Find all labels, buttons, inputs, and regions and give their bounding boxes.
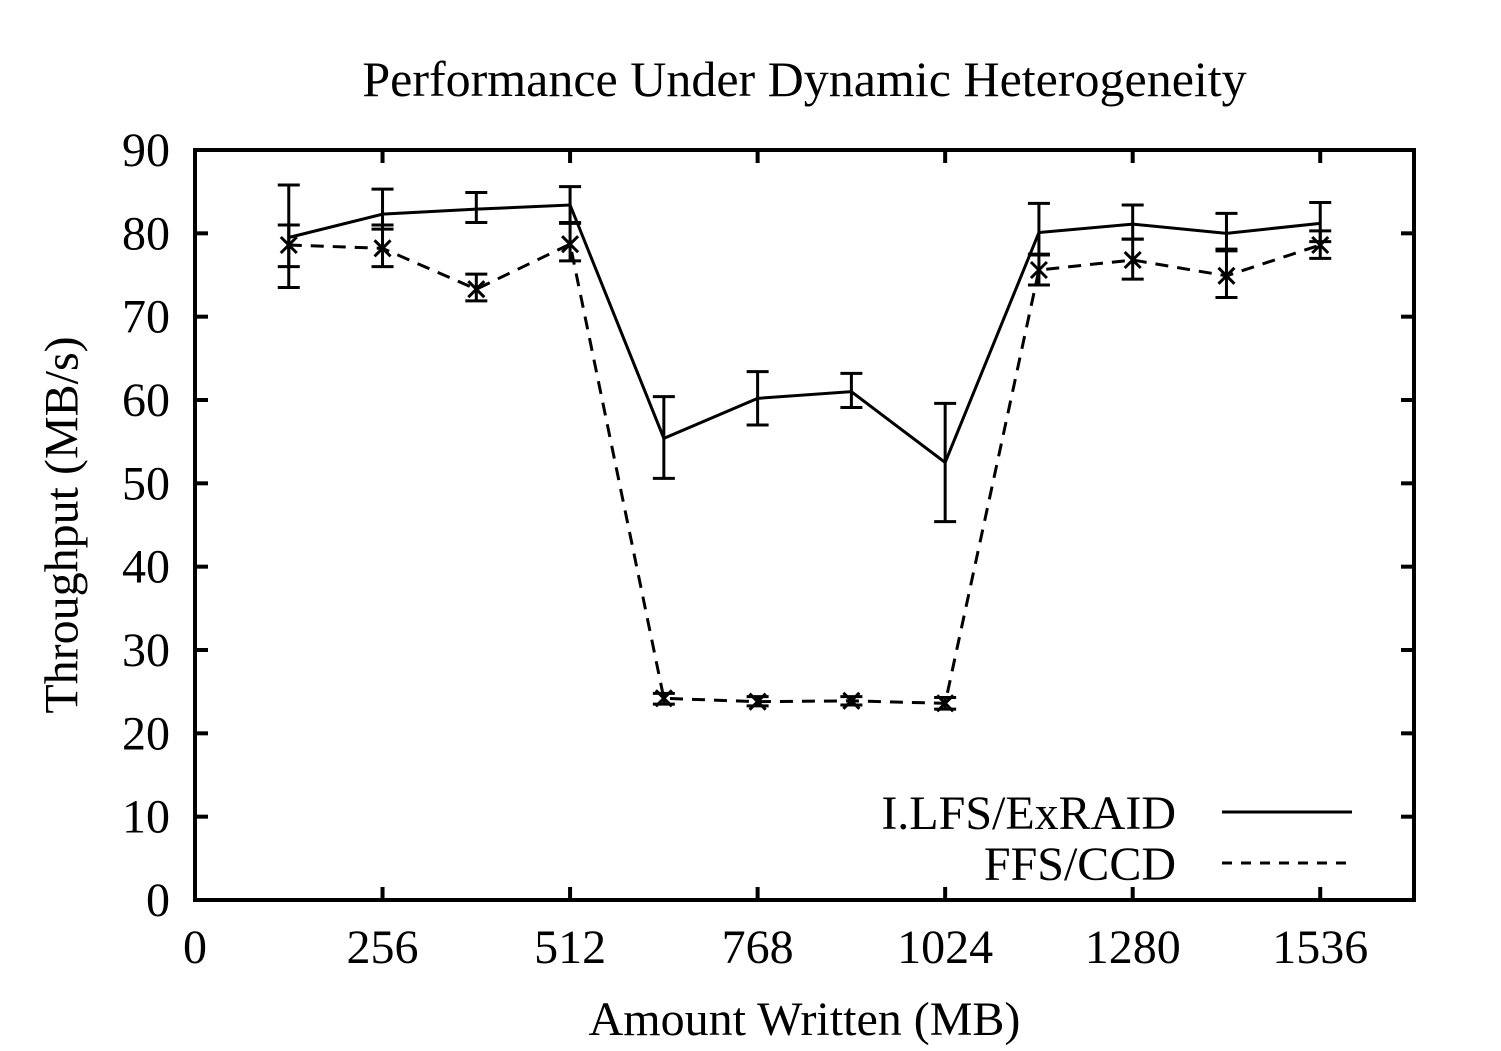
x-marker	[1123, 250, 1142, 270]
x-tick-label: 256	[347, 921, 419, 974]
y-tick-label: 50	[122, 457, 170, 510]
x-marker	[936, 694, 955, 713]
x-tick-label: 1536	[1272, 921, 1368, 974]
x-marker	[1029, 260, 1048, 280]
x-marker	[561, 235, 580, 254]
x-axis-label: Amount Written (MB)	[588, 993, 1021, 1046]
x-marker	[1217, 266, 1236, 285]
y-tick-label: 90	[122, 124, 170, 177]
y-tick-label: 60	[122, 374, 170, 427]
x-tick-label: 512	[534, 921, 606, 974]
x-tick-label: 768	[722, 921, 794, 974]
y-tick-label: 80	[122, 207, 170, 260]
y-tick-label: 0	[146, 874, 170, 927]
x-tick-label: 1280	[1085, 921, 1181, 974]
legend-label: FFS/CCD	[984, 838, 1176, 891]
chart-title: Performance Under Dynamic Heterogeneity	[362, 51, 1247, 107]
x-marker	[1311, 235, 1330, 255]
x-marker	[748, 692, 767, 711]
x-marker	[373, 239, 392, 258]
x-marker	[842, 691, 861, 710]
x-marker	[279, 235, 298, 255]
y-tick-label: 70	[122, 291, 170, 344]
y-tick-label: 40	[122, 541, 170, 594]
x-marker	[654, 689, 673, 708]
y-tick-label: 10	[122, 791, 170, 844]
y-tick-label: 30	[122, 624, 170, 677]
series-line	[288, 241, 1321, 705]
x-tick-label: 0	[183, 921, 207, 974]
y-tick-label: 20	[122, 707, 170, 760]
x-marker	[467, 280, 486, 299]
plot-border	[193, 148, 1416, 902]
series-line	[288, 203, 1321, 465]
legend-label: I.LFS/ExRAID	[881, 787, 1176, 840]
x-tick-label: 1024	[897, 921, 993, 974]
